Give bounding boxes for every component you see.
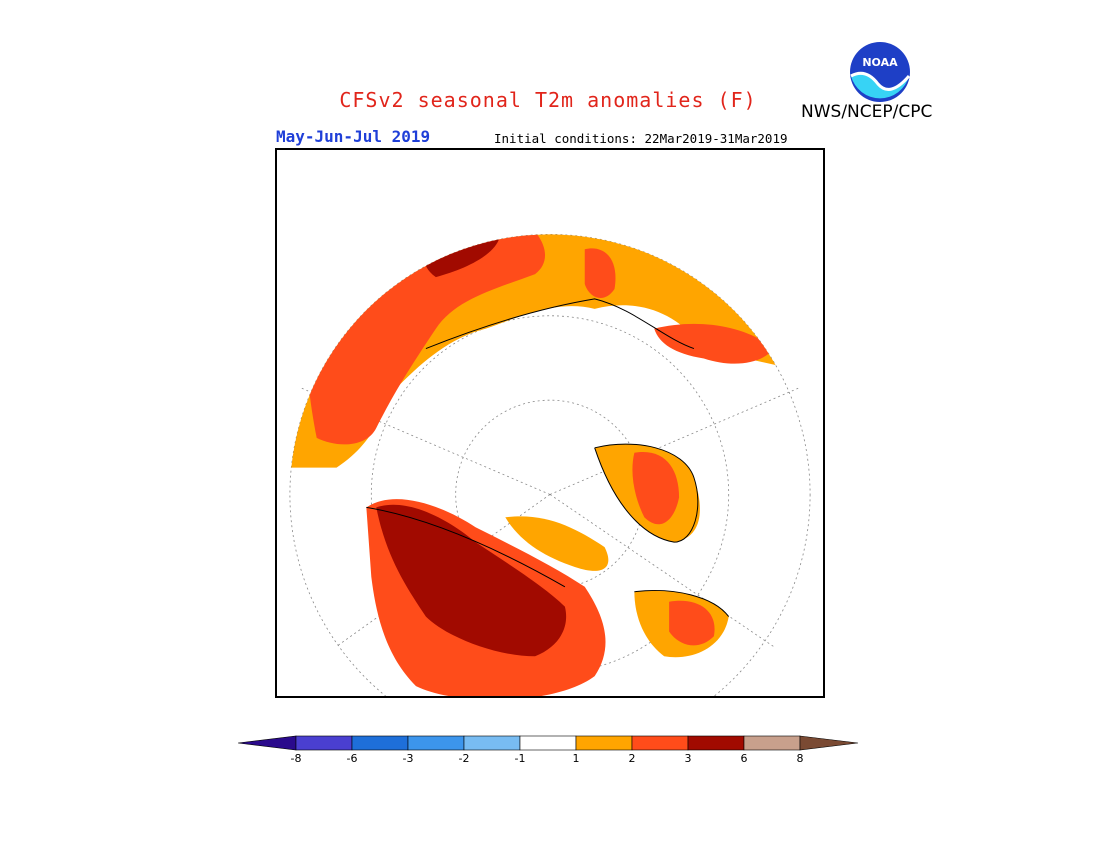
colorbar-tick-label: 8 bbox=[796, 752, 804, 765]
colorbar bbox=[238, 735, 859, 751]
agency-label: NWS/NCEP/CPC bbox=[801, 102, 933, 122]
colorbar-bin bbox=[351, 735, 409, 751]
colorbar-bin bbox=[463, 735, 521, 751]
colorbar-bin bbox=[407, 735, 465, 751]
colorbar-bin bbox=[519, 735, 577, 751]
colorbar-bin bbox=[238, 735, 297, 751]
colorbar-tick-label: -6 bbox=[346, 752, 358, 765]
colorbar-tick-label: -1 bbox=[514, 752, 526, 765]
colorbar-bin bbox=[687, 735, 745, 751]
noaa-logo-icon: NOAA bbox=[848, 40, 912, 104]
colorbar-tick-label: 1 bbox=[572, 752, 580, 765]
colorbar-tick-label: 3 bbox=[684, 752, 692, 765]
colorbar-bin bbox=[743, 735, 801, 751]
logo-text: NOAA bbox=[862, 56, 898, 69]
anomaly-region-siberia-east bbox=[584, 248, 616, 298]
colorbar-tick-label: 6 bbox=[740, 752, 748, 765]
colorbar-tick-label: -2 bbox=[458, 752, 470, 765]
polar-map bbox=[275, 148, 825, 698]
colorbar-bin bbox=[575, 735, 633, 751]
colorbar-bin bbox=[295, 735, 353, 751]
initial-conditions: Initial conditions: 22Mar2019-31Mar2019 bbox=[494, 131, 788, 146]
anomaly-region-north-america-core bbox=[376, 504, 567, 657]
coastlines bbox=[366, 298, 730, 617]
colorbar-tick-label: -3 bbox=[402, 752, 414, 765]
anomaly-region-canada-arctic bbox=[505, 516, 609, 571]
anomaly-region-alaska bbox=[654, 323, 774, 364]
colorbar-tick-label: -8 bbox=[290, 752, 302, 765]
anomaly-region-eurasia-2 bbox=[304, 234, 545, 445]
forecast-period: May-Jun-Jul 2019 bbox=[276, 127, 431, 146]
colorbar-tick-label: 2 bbox=[628, 752, 636, 765]
map-svg bbox=[289, 234, 811, 696]
map-title: CFSv2 seasonal T2m anomalies (F) bbox=[339, 88, 757, 112]
anomaly-region-greenland-core bbox=[632, 452, 680, 525]
colorbar-bin bbox=[799, 735, 859, 751]
colorbar-bin bbox=[631, 735, 689, 751]
anomaly-region-europe-core bbox=[669, 600, 715, 646]
